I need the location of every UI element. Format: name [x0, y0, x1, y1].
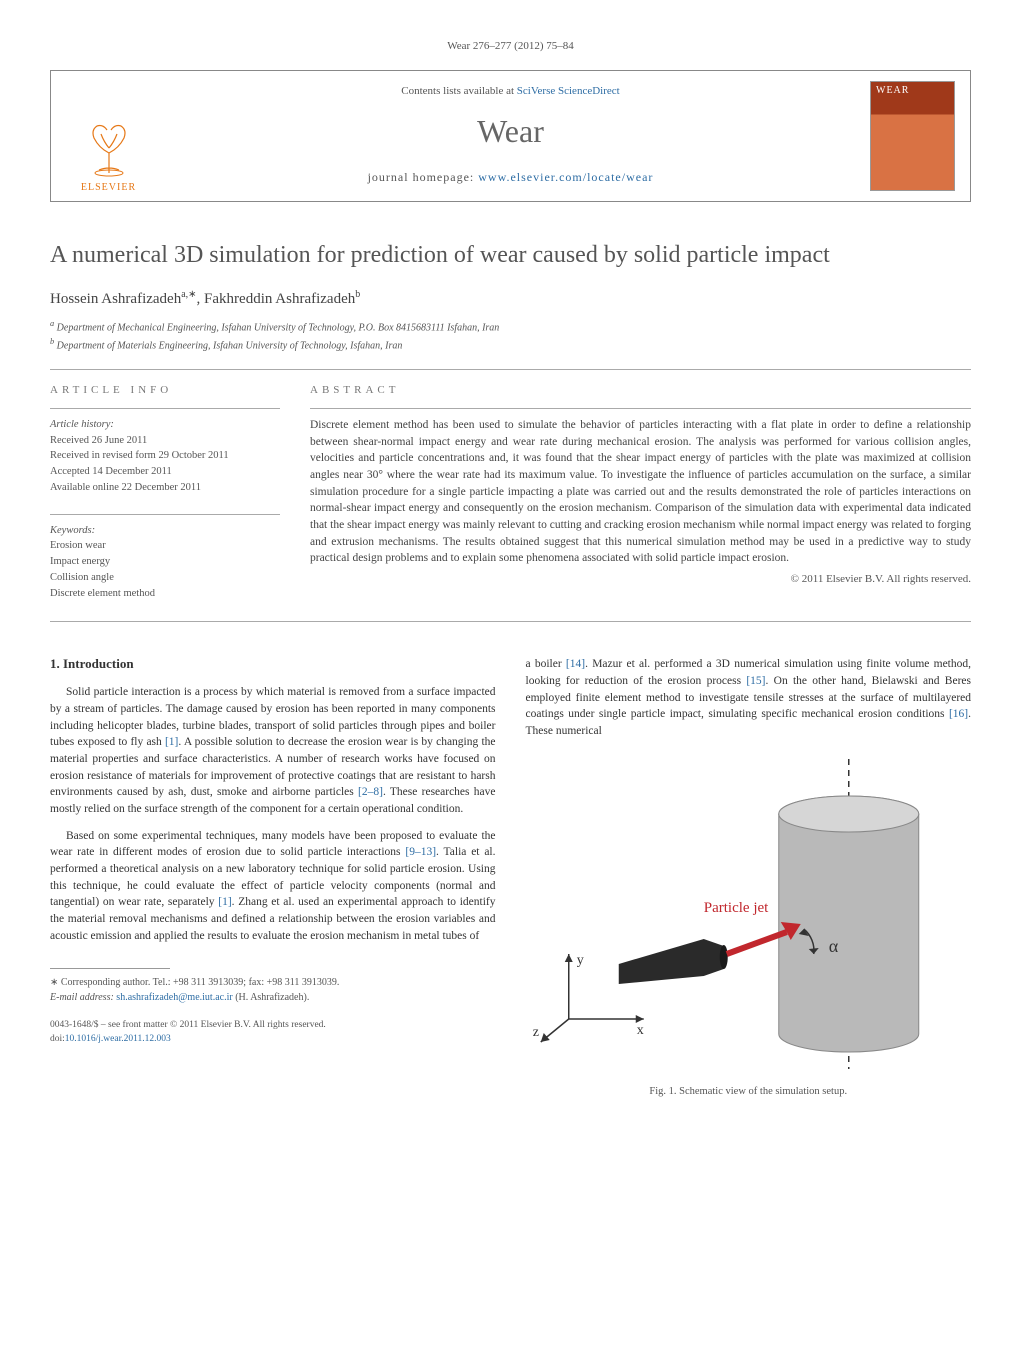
history-revised: Received in revised form 29 October 2011: [50, 450, 229, 461]
history-label: Article history:: [50, 419, 114, 430]
email-line: E-mail address: sh.ashrafizadeh@me.iut.a…: [50, 990, 496, 1005]
journal-name: Wear: [176, 113, 845, 150]
section-1-heading: 1. Introduction: [50, 656, 496, 672]
article-history: Article history: Received 26 June 2011 R…: [50, 417, 280, 496]
axis-z-label-text: z: [532, 1025, 538, 1040]
corresponding-author: ∗ Corresponding author. Tel.: +98 311 39…: [50, 975, 496, 990]
article-info-label: article info: [50, 384, 280, 396]
history-online: Available online 22 December 2011: [50, 482, 201, 493]
abstract-rule: [310, 408, 971, 409]
affiliation-b: b Department of Materials Engineering, I…: [50, 336, 971, 353]
left-column: 1. Introduction Solid particle interacti…: [50, 656, 496, 1096]
keywords-label: Keywords:: [50, 525, 95, 536]
kw-rule: [50, 514, 280, 515]
keyword-4: Discrete element method: [50, 588, 155, 599]
email-link[interactable]: sh.ashrafizadeh@me.iut.ac.ir: [116, 992, 232, 1003]
right-column: a boiler [14]. Mazur et al. performed a …: [526, 656, 972, 1096]
affiliation-a-text: Department of Mechanical Engineering, Is…: [57, 323, 500, 334]
alpha-label-text: α: [828, 936, 838, 956]
elsevier-tree-icon: [79, 118, 139, 178]
article-info: article info Article history: Received 2…: [50, 384, 280, 602]
footnote-rule: [50, 968, 170, 969]
header-citation: Wear 276–277 (2012) 75–84: [50, 40, 971, 52]
abstract-copyright: © 2011 Elsevier B.V. All rights reserved…: [310, 573, 971, 585]
contents-line: Contents lists available at SciVerse Sci…: [176, 85, 845, 97]
figure-1-caption: Fig. 1. Schematic view of the simulation…: [526, 1086, 972, 1097]
elsevier-logo: ELSEVIER: [64, 93, 154, 193]
nozzle-tip: [719, 945, 727, 969]
publisher-logo-area: ELSEVIER: [51, 71, 166, 201]
abstract-block: abstract Discrete element method has bee…: [310, 384, 971, 602]
cylinder-top-cap: [778, 796, 918, 832]
nozzle: [618, 939, 723, 984]
body-columns: 1. Introduction Solid particle interacti…: [50, 656, 971, 1096]
axis-z-head: [540, 1033, 549, 1042]
journal-cover-thumb: WEAR: [870, 81, 955, 191]
sciencedirect-link[interactable]: SciVerse ScienceDirect: [517, 85, 620, 97]
doi-link[interactable]: 10.1016/j.wear.2011.12.003: [65, 1034, 171, 1044]
doi-prefix: doi:: [50, 1034, 65, 1044]
axis-x-label-text: x: [636, 1023, 643, 1038]
axis-x-head: [635, 1015, 643, 1023]
journal-header-box: ELSEVIER Contents lists available at Sci…: [50, 70, 971, 202]
particle-jet-arrow-shaft: [726, 932, 786, 954]
copyright-block: 0043-1648/$ – see front matter © 2011 El…: [50, 1019, 496, 1046]
figure-1: α Particle jet y x z Fig. 1. Schematic v…: [526, 754, 972, 1097]
para-3: a boiler [14]. Mazur et al. performed a …: [526, 656, 972, 739]
doi-line: doi:10.1016/j.wear.2011.12.003: [50, 1033, 496, 1046]
para-1: Solid particle interaction is a process …: [50, 684, 496, 817]
keyword-2: Impact energy: [50, 556, 110, 567]
history-accepted: Accepted 14 December 2011: [50, 466, 172, 477]
homepage-link[interactable]: www.elsevier.com/locate/wear: [478, 170, 653, 184]
meta-row: article info Article history: Received 2…: [50, 384, 971, 602]
footnotes: ∗ Corresponding author. Tel.: +98 311 39…: [50, 975, 496, 1005]
figure-1-svg: α Particle jet y x z: [526, 754, 972, 1074]
affiliation-a: a Department of Mechanical Engineering, …: [50, 318, 971, 335]
article-title: A numerical 3D simulation for prediction…: [50, 240, 971, 271]
rule-top: [50, 369, 971, 370]
front-matter: 0043-1648/$ – see front matter © 2011 El…: [50, 1019, 496, 1032]
history-received: Received 26 June 2011: [50, 435, 147, 446]
author-1-sup: a,∗: [181, 289, 196, 300]
abstract-label: abstract: [310, 384, 971, 396]
keyword-3: Collision angle: [50, 572, 114, 583]
cover-thumb-area: WEAR: [855, 71, 970, 201]
rule-bottom: [50, 621, 971, 622]
email-label: E-mail address:: [50, 992, 116, 1003]
publisher-name: ELSEVIER: [81, 182, 136, 193]
axis-y-head: [564, 954, 572, 962]
particle-jet-label-text: Particle jet: [703, 900, 768, 916]
keywords-block: Keywords: Erosion wear Impact energy Col…: [50, 523, 280, 602]
homepage-prefix: journal homepage:: [368, 170, 479, 184]
abstract-text: Discrete element method has been used to…: [310, 417, 971, 567]
author-1: Hossein Ashrafizadeh: [50, 291, 181, 307]
axis-y-label-text: y: [576, 953, 583, 968]
author-2: , Fakhreddin Ashrafizadeh: [197, 291, 356, 307]
homepage-line: journal homepage: www.elsevier.com/locat…: [176, 170, 845, 185]
affiliations: a Department of Mechanical Engineering, …: [50, 318, 971, 353]
info-rule: [50, 408, 280, 409]
email-name: (H. Ashrafizadeh).: [233, 992, 310, 1003]
affiliation-b-text: Department of Materials Engineering, Isf…: [57, 340, 403, 351]
author-2-sup: b: [355, 289, 360, 300]
para-2: Based on some experimental techniques, m…: [50, 828, 496, 945]
authors-line: Hossein Ashrafizadeha,∗, Fakhreddin Ashr…: [50, 289, 971, 308]
contents-prefix: Contents lists available at: [401, 85, 516, 97]
keyword-1: Erosion wear: [50, 540, 106, 551]
journal-center: Contents lists available at SciVerse Sci…: [166, 71, 855, 201]
cover-label: WEAR: [871, 82, 954, 99]
